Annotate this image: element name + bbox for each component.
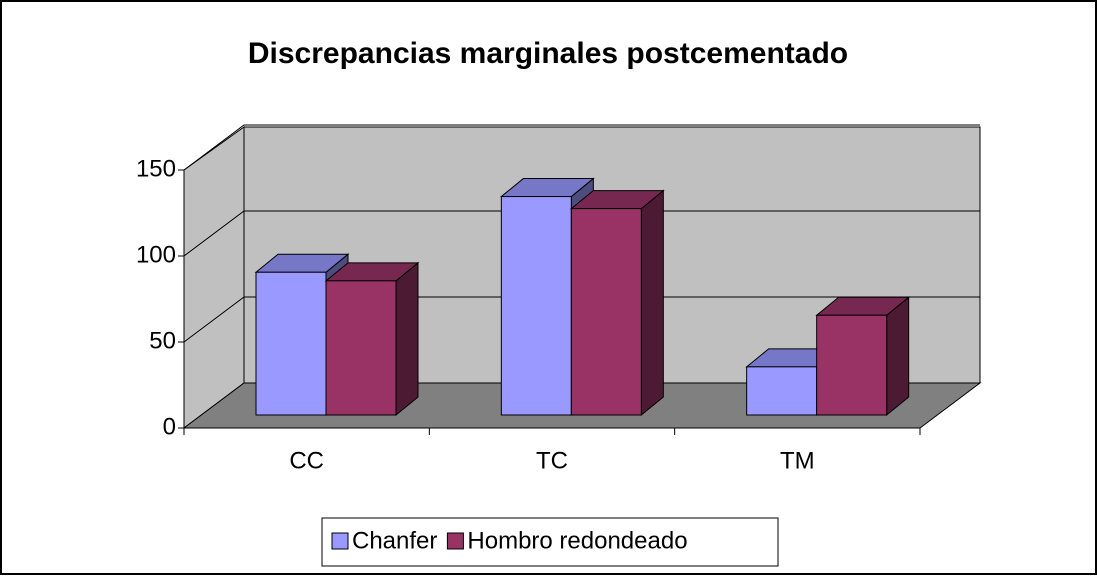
legend: Chanfer Hombro redondeado: [331, 527, 688, 554]
axes: 0 50 100 150 CC TC TM: [136, 155, 921, 474]
bar: [324, 261, 420, 417]
bar-front: [570, 208, 642, 416]
side-wall: [183, 126, 245, 429]
bar-side: [640, 189, 664, 417]
bar-front: [500, 196, 572, 416]
bar-front: [325, 280, 397, 416]
bars: [254, 177, 911, 417]
y-tick-label: 0: [163, 413, 176, 440]
x-tick-label: TC: [536, 447, 568, 474]
legend-label: Hombro redondeado: [467, 527, 687, 554]
bar-front: [816, 314, 888, 416]
x-tick-label: TM: [780, 447, 815, 474]
grid-line: [183, 124, 980, 171]
bar-front: [255, 271, 327, 416]
grid-line: [183, 296, 980, 343]
bar: [569, 189, 665, 417]
grid: [183, 124, 980, 343]
y-tick-label: 150: [136, 155, 176, 182]
y-tick-label: 50: [149, 327, 176, 354]
chart-title: Discrepancias marginales postcementado: [248, 37, 848, 70]
legend-swatch: [446, 532, 464, 550]
bar-side: [395, 261, 419, 417]
x-tick-label: CC: [289, 447, 324, 474]
legend-swatch: [331, 532, 349, 550]
y-tick-label: 100: [136, 241, 176, 268]
grid-line: [183, 210, 980, 257]
bar-front: [746, 366, 818, 416]
bar-side: [886, 296, 910, 417]
legend-label: Chanfer: [352, 527, 437, 554]
bar: [815, 296, 911, 417]
legend-box: [321, 517, 779, 567]
